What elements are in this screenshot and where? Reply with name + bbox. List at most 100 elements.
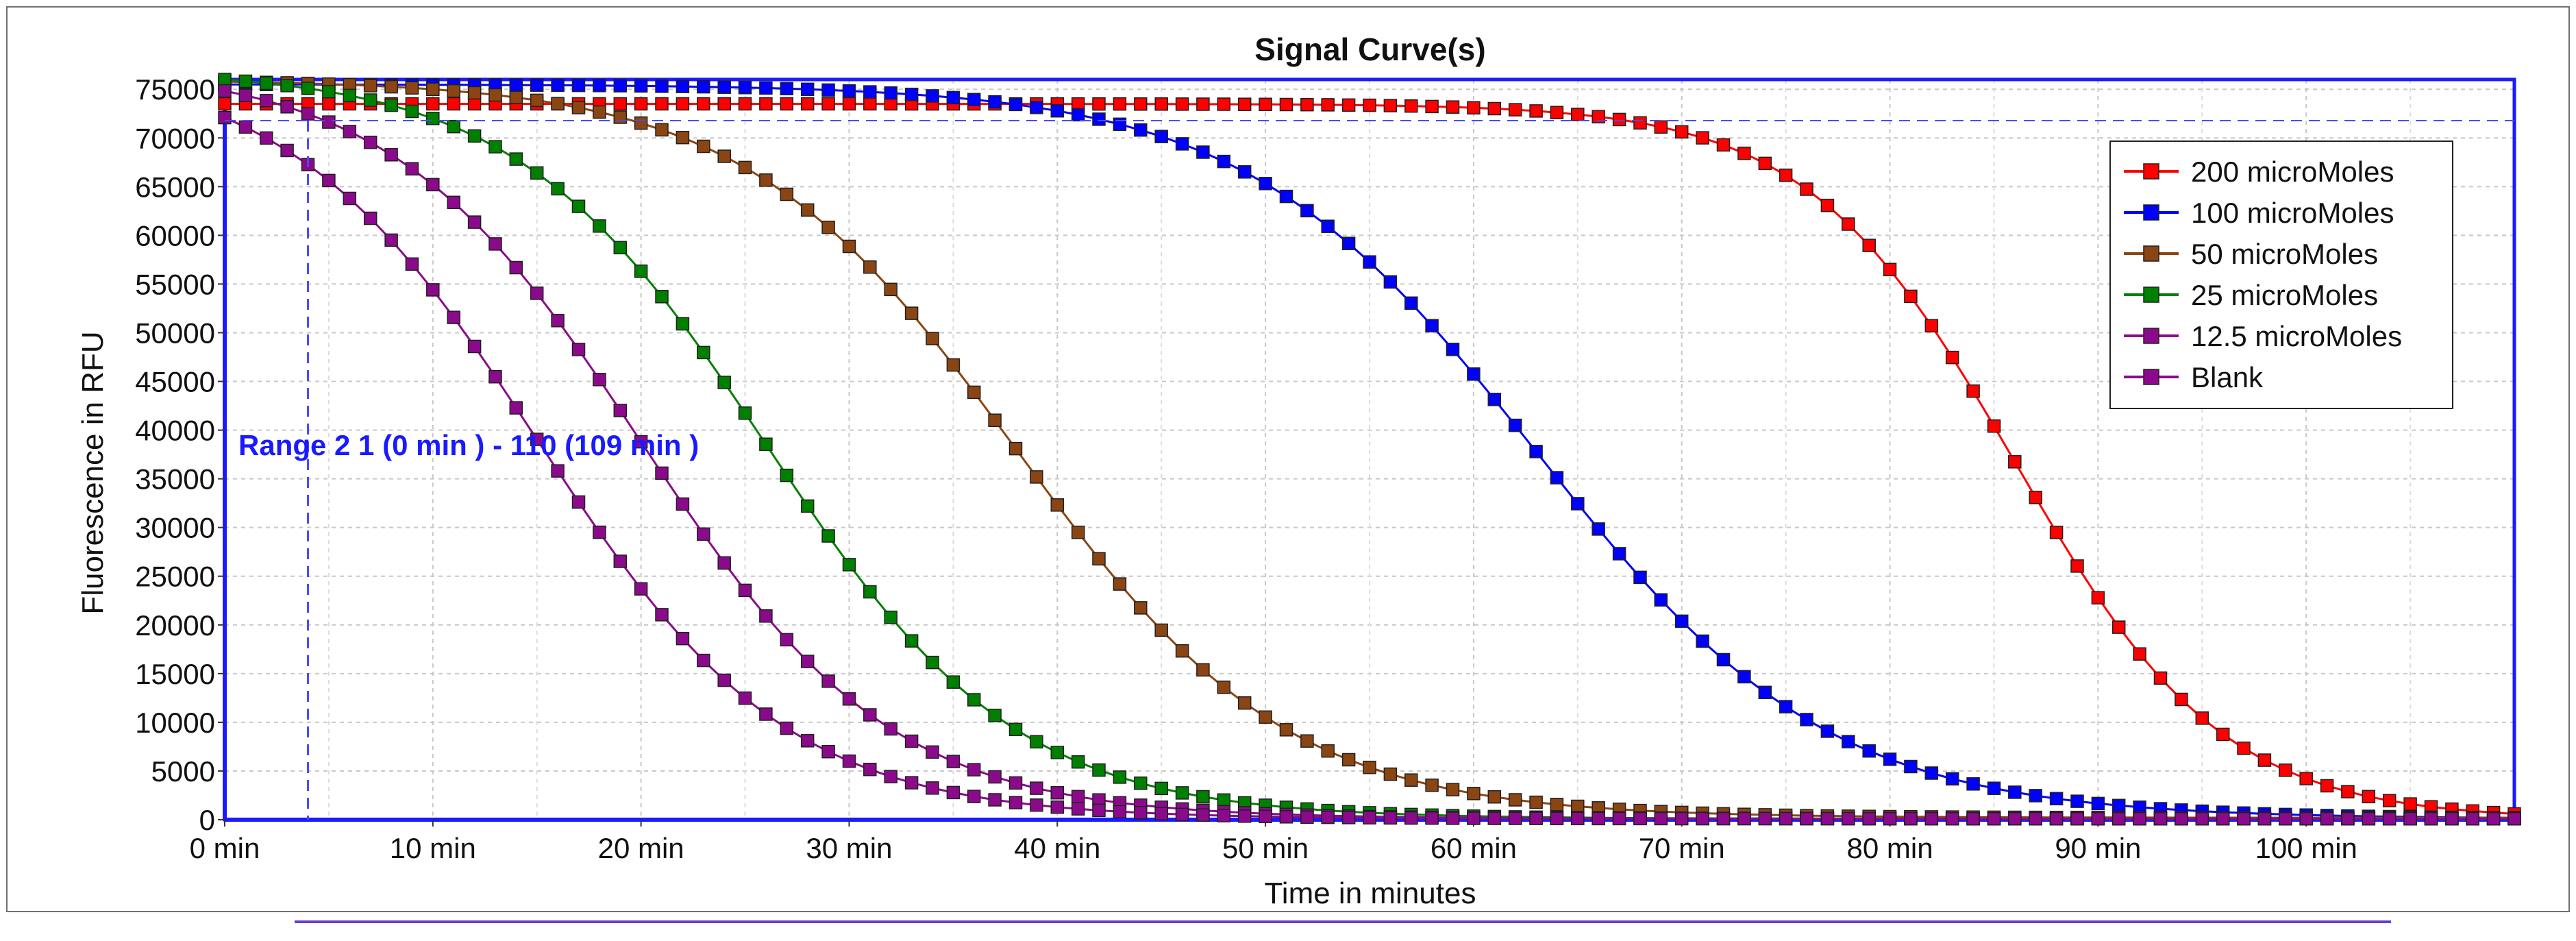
data-point — [717, 376, 731, 389]
data-point — [1487, 101, 1502, 116]
data-point — [2403, 797, 2417, 811]
data-point — [280, 100, 294, 114]
data-point — [1092, 97, 1106, 111]
legend-item[interactable]: 200 microMoles — [2124, 156, 2394, 188]
data-point — [821, 529, 835, 543]
data-point — [2299, 811, 2313, 826]
data-point — [343, 88, 357, 103]
data-point — [1842, 735, 1855, 748]
data-point — [1383, 99, 1398, 112]
data-point — [509, 401, 523, 415]
data-point — [2029, 811, 2042, 826]
data-point — [1696, 811, 1709, 826]
data-point — [571, 343, 586, 356]
data-point — [1050, 785, 1065, 800]
data-point — [800, 82, 815, 97]
legend[interactable]: 200 microMoles 100 microMoles 50 microMole… — [2109, 140, 2453, 409]
data-point — [967, 790, 981, 803]
chart-title: Signal Curve(s) — [1254, 32, 1485, 67]
data-point — [863, 708, 877, 722]
data-point — [759, 173, 773, 187]
data-point — [613, 554, 628, 568]
data-point — [988, 413, 1002, 427]
data-point — [800, 203, 815, 217]
data-point — [1134, 806, 1148, 820]
data-point — [1321, 219, 1335, 233]
data-point — [509, 90, 523, 104]
data-point — [2133, 647, 2146, 661]
data-point — [697, 345, 710, 360]
x-tick-label: 70 min — [1639, 832, 1725, 864]
data-point — [593, 525, 606, 539]
data-point — [884, 722, 897, 736]
legend-item[interactable]: Blank — [2124, 361, 2264, 393]
data-point — [1196, 145, 1210, 159]
data-point — [1716, 652, 1731, 667]
data-point — [1237, 165, 1252, 179]
legend-swatch-marker — [2143, 163, 2159, 180]
data-point — [2091, 796, 2105, 811]
data-point — [1425, 319, 1439, 332]
legend-item[interactable]: 25 microMoles — [2124, 279, 2378, 311]
data-point — [1945, 811, 1959, 826]
data-point — [884, 86, 897, 100]
data-point — [2008, 811, 2022, 826]
data-point — [509, 260, 523, 275]
data-point — [1154, 623, 1168, 637]
data-point — [634, 116, 648, 130]
data-point — [738, 583, 752, 598]
data-point — [1008, 776, 1023, 790]
data-point — [1966, 811, 1980, 826]
data-point — [280, 143, 294, 158]
data-point — [1154, 781, 1168, 796]
data-point — [2091, 811, 2105, 826]
data-point — [530, 78, 544, 92]
data-point — [884, 610, 897, 624]
data-point — [738, 97, 752, 111]
data-point — [2237, 811, 2251, 826]
data-point — [1571, 811, 1585, 826]
data-point — [1779, 700, 1793, 713]
data-point — [967, 763, 981, 777]
legend-item[interactable]: 50 microMoles — [2124, 238, 2378, 270]
data-point — [1550, 106, 1564, 119]
data-point — [1175, 807, 1189, 822]
data-point — [1612, 811, 1626, 826]
data-point — [551, 97, 565, 111]
data-point — [2216, 727, 2230, 742]
data-point — [1571, 108, 1585, 121]
data-point — [655, 97, 669, 111]
legend-label: 50 microMoles — [2191, 238, 2378, 270]
data-point — [738, 406, 752, 420]
data-point — [447, 97, 460, 111]
data-point — [904, 306, 919, 320]
data-point — [426, 112, 440, 125]
data-point — [551, 314, 565, 328]
data-point — [863, 762, 877, 777]
data-point — [926, 332, 939, 345]
data-point — [697, 653, 710, 668]
data-point — [1487, 393, 1502, 406]
x-tick-label: 30 min — [806, 832, 892, 864]
data-point — [1820, 811, 1835, 826]
data-point — [1134, 601, 1148, 615]
legend-item[interactable]: 12.5 microMoles — [2124, 320, 2402, 352]
data-point — [988, 770, 1002, 784]
data-point — [759, 707, 773, 721]
data-point — [551, 78, 565, 93]
data-point — [2029, 789, 2042, 803]
legend-item[interactable]: 100 microMoles — [2124, 197, 2394, 229]
data-point — [1924, 319, 1939, 333]
data-point — [634, 79, 648, 93]
x-axis-label: Time in minutes — [1265, 877, 1476, 910]
data-point — [1217, 809, 1231, 822]
data-point — [260, 76, 273, 90]
data-point — [1196, 790, 1210, 804]
data-point — [1862, 744, 1876, 758]
data-point — [1134, 777, 1148, 790]
data-point — [1134, 123, 1148, 137]
data-point — [1196, 663, 1210, 677]
data-point — [842, 239, 856, 254]
data-point — [1008, 97, 1023, 112]
data-point — [1966, 777, 1980, 791]
